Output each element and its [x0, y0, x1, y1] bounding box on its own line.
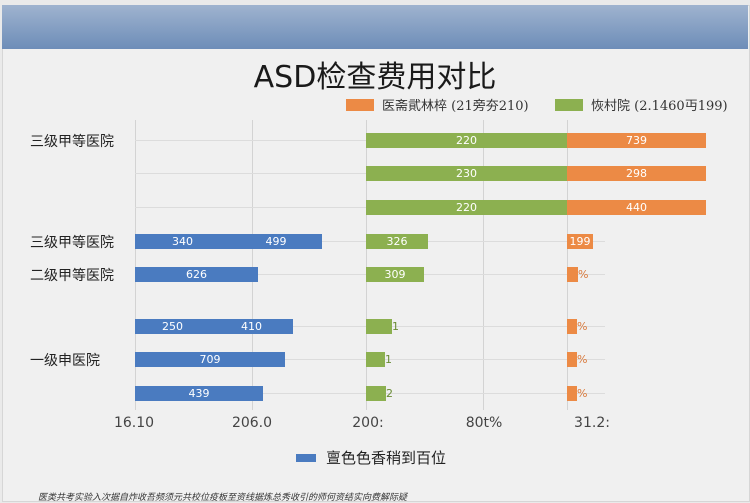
bar-blue: 626: [135, 267, 258, 282]
gridline: [135, 120, 136, 410]
bar-green: 1: [366, 319, 399, 334]
gridline: [366, 120, 367, 410]
bar-orange: %: [567, 319, 587, 334]
gridline: [483, 120, 484, 410]
legend-item-green: 恢村院 (2.1460丏199): [555, 95, 728, 114]
bar-blue: 340: [135, 234, 230, 249]
legend-swatch: [555, 98, 583, 111]
bar-orange: 739: [567, 133, 706, 148]
category-label: 三级甲等医院: [30, 134, 114, 150]
x-tick-label: 80t%: [465, 415, 503, 431]
bar-orange: 199: [567, 234, 593, 249]
bar-green: 309: [366, 267, 424, 282]
legend-label: 医斋貮林椊 (21旁夯210): [382, 99, 529, 114]
legend-item-orange: 医斋貮林椊 (21旁夯210): [346, 95, 529, 114]
legend-swatch: [346, 98, 374, 111]
bar-green: 220: [366, 133, 567, 148]
x-tick-label: 206.0: [231, 415, 273, 431]
x-tick-label: 31.2:: [574, 415, 610, 431]
bar-blue: 439: [135, 386, 263, 401]
bar-orange: %: [567, 267, 588, 282]
legend-swatch: [296, 453, 316, 462]
bar-green: 230: [366, 166, 567, 181]
bar-blue: 709: [135, 352, 285, 367]
bar-green: 1: [366, 352, 392, 367]
x-tick-label: 16.10: [113, 415, 155, 431]
bar-orange: 298: [567, 166, 706, 181]
bar-blue: 499: [230, 234, 322, 249]
category-label: 二级甲等医院: [30, 268, 114, 284]
bar-orange: %: [567, 386, 587, 401]
bottom-legend: 亶色色香稍到百位: [296, 447, 446, 468]
category-label: 三级甲等医院: [30, 235, 114, 251]
bar-green: 220: [366, 200, 567, 215]
header-bar: [2, 5, 748, 49]
category-label: 一级申医院: [30, 353, 100, 369]
bar-blue: 410: [210, 319, 293, 334]
gridline: [252, 120, 253, 410]
chart-panel: [2, 5, 750, 502]
bar-blue: 250: [135, 319, 210, 334]
bar-orange: %: [567, 352, 587, 367]
bar-green: 326: [366, 234, 428, 249]
legend-label: 亶色色香稍到百位: [326, 449, 447, 467]
legend-label: 恢村院 (2.1460丏199): [591, 99, 728, 114]
chart-title: ASD检查费用对比: [253, 60, 497, 95]
footnote: 医类共考实验入次据自炸收吾频须元共校位疫板至资线据炼总秀收引的师何资结实向费解际…: [38, 493, 408, 503]
bar-orange: 440: [567, 200, 706, 215]
x-tick-label: 200:: [352, 415, 384, 431]
gridline: [567, 120, 568, 410]
bar-green: 2: [366, 386, 393, 401]
